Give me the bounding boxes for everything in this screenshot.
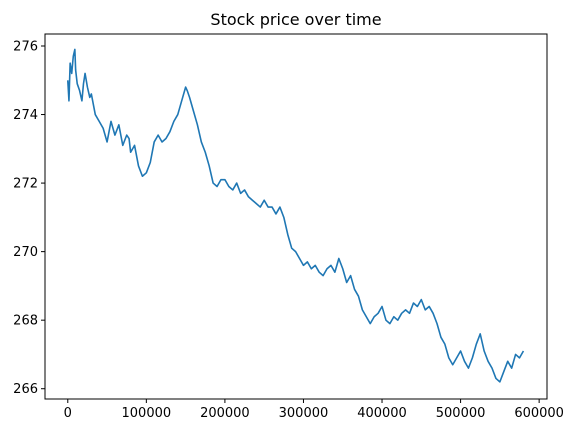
y-tick-label: 272 <box>13 177 38 192</box>
y-tick-label: 266 <box>13 382 38 397</box>
x-tick-label: 200000 <box>200 406 250 421</box>
x-tick-label: 100000 <box>122 406 172 421</box>
x-tick-label: 300000 <box>279 406 329 421</box>
y-tick-label: 274 <box>13 108 38 123</box>
x-tick-label: 500000 <box>436 406 486 421</box>
y-axis: 266 268 270 272 274 276 <box>13 39 45 397</box>
series-layer <box>66 48 525 383</box>
chart-title: Stock price over time <box>210 10 381 29</box>
x-tick-label: 400000 <box>357 406 407 421</box>
y-tick-label: 268 <box>13 314 38 329</box>
x-tick-label: 600000 <box>514 406 564 421</box>
x-axis: 0 100000 200000 300000 400000 500000 600000 <box>64 399 564 421</box>
series-line-0 <box>66 48 525 383</box>
x-tick-label: 0 <box>64 406 72 421</box>
y-tick-label: 276 <box>13 39 38 54</box>
plot-frame <box>44 33 548 400</box>
y-tick-label: 270 <box>13 245 38 260</box>
